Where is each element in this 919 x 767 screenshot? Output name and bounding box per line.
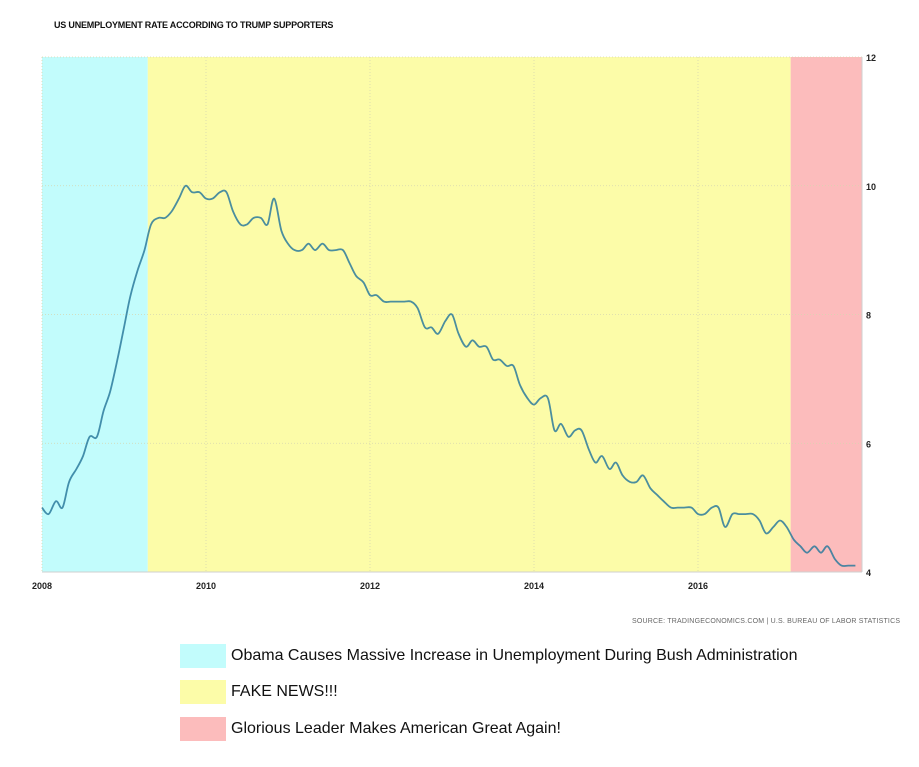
series-line-layer xyxy=(41,184,856,567)
y-tick-label-1: 6 xyxy=(866,439,871,449)
y-tick-label-0: 4 xyxy=(866,568,871,578)
y-tick-label-3: 10 xyxy=(866,182,876,192)
legend-label: FAKE NEWS!!! xyxy=(231,683,338,700)
source-note: SOURCE: TRADINGECONOMICS.COM | U.S. BURE… xyxy=(632,618,901,625)
region-2 xyxy=(790,57,862,572)
legend-label: Obama Causes Massive Increase in Unemplo… xyxy=(231,647,798,664)
x-tick-label-3: 2014 xyxy=(524,581,544,591)
region-0 xyxy=(42,57,148,572)
x-tick-label-1: 2010 xyxy=(196,581,216,591)
x-tick-labels: 2008 2010 2012 2014 2016 xyxy=(32,581,708,591)
x-tick-label-4: 2016 xyxy=(688,581,708,591)
legend-item-obama: Obama Causes Massive Increase in Unemplo… xyxy=(180,644,797,668)
unemployment-chart: 2008 2010 2012 2014 2016 4 6 8 10 12 xyxy=(32,53,876,591)
series-line-0 xyxy=(41,184,856,567)
legend-swatch-pink xyxy=(180,717,226,741)
y-tick-label-4: 12 xyxy=(866,53,876,63)
axes xyxy=(42,57,863,573)
legend-swatch-yellow xyxy=(180,680,226,704)
x-tick-label-0: 2008 xyxy=(32,581,52,591)
legend-item-glorious-leader: Glorious Leader Makes American Great Aga… xyxy=(180,717,561,741)
y-tick-labels: 4 6 8 10 12 xyxy=(866,53,876,578)
legend-swatch-cyan xyxy=(180,644,226,668)
shaded-regions xyxy=(42,57,862,572)
gridlines xyxy=(41,56,862,573)
y-tick-label-2: 8 xyxy=(866,311,871,321)
x-tick-label-2: 2012 xyxy=(360,581,380,591)
legend-label: Glorious Leader Makes American Great Aga… xyxy=(231,720,561,737)
region-1 xyxy=(147,57,791,572)
legend-item-fake-news: FAKE NEWS!!! xyxy=(180,680,338,704)
chart-title: US UNEMPLOYMENT RATE ACCORDING TO TRUMP … xyxy=(54,20,334,30)
